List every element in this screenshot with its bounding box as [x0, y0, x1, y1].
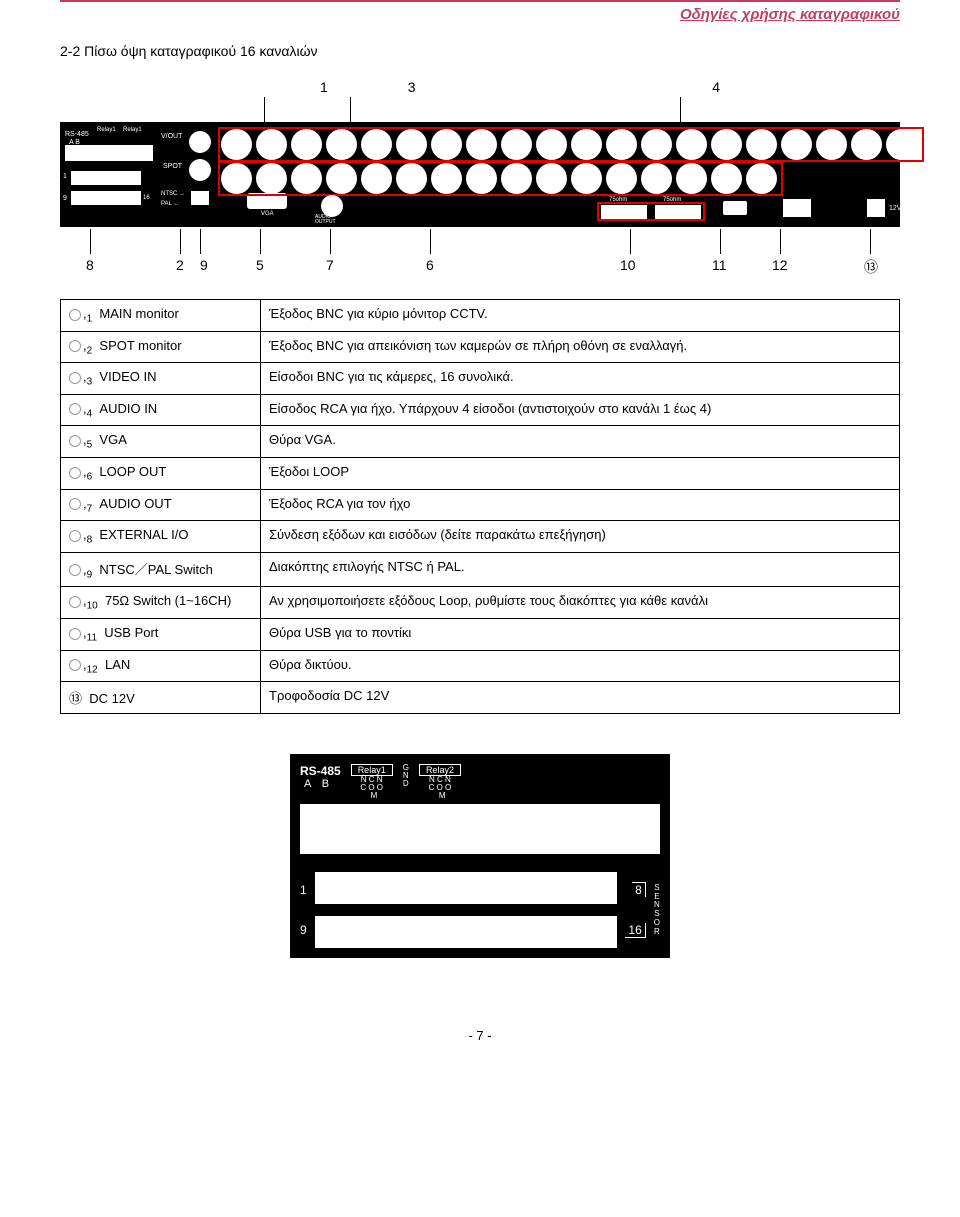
table-row: ,6 LOOP OUTΈξοδοι LOOP: [61, 457, 900, 489]
label-12v: 12V: [889, 205, 901, 212]
detail-rs485: RS-485: [300, 764, 341, 778]
row-label: ,6 LOOP OUT: [61, 457, 261, 489]
label-vout: V/OUT: [161, 133, 182, 140]
description-table: ,1 MAIN monitorΈξοδος BNC για κύριο μόνι…: [60, 299, 900, 714]
row-label: ,5 VGA: [61, 426, 261, 458]
table-row: ,7 AUDIO OUTΈξοδος RCA για τον ήχο: [61, 489, 900, 521]
table-row: ,8 EXTERNAL I/OΣύνδεση εξόδων και εισόδω…: [61, 521, 900, 553]
section-title: 2-2 Πίσω όψη καταγραφικού 16 καναλιών: [60, 43, 900, 59]
label-vga: VGA: [261, 211, 274, 217]
row-desc: Τροφοδοσία DC 12V: [261, 682, 900, 714]
bnc-vout: [189, 131, 211, 153]
table-row: ⑬ DC 12VΤροφοδοσία DC 12V: [61, 682, 900, 714]
dc-jack: [867, 199, 885, 217]
io-block-bot: [71, 191, 141, 205]
lan-port: [783, 199, 811, 217]
row-label: ⑬ DC 12V: [61, 682, 261, 714]
callout-8: 8: [86, 257, 94, 273]
bnc-spot: [189, 159, 211, 181]
detail-n1: 1: [300, 883, 307, 897]
table-row: ,10 75Ω Switch (1~16CH)Αν χρησιμοποιήσετ…: [61, 587, 900, 619]
callout-5: 5: [256, 257, 264, 273]
label-rs485: RS-485: [65, 131, 89, 138]
callout-10: 10: [620, 257, 636, 273]
row-desc: Είσοδοι BNC για τις κάμερες, 16 συνολικά…: [261, 363, 900, 395]
red-box-switches: [597, 202, 705, 221]
table-row: ,9 NTSC／PAL SwitchΔιακόπτης επιλογής NTS…: [61, 552, 900, 587]
row-label: ,10 75Ω Switch (1~16CH): [61, 587, 261, 619]
page-number: - 7 -: [60, 1028, 900, 1043]
detail-terminal-r1: [315, 872, 618, 904]
callout-11: 11: [712, 257, 727, 273]
io-block-top: [65, 145, 153, 161]
usb-port: [723, 201, 747, 215]
back-panel-figure: RS-485 A B Relay1 Relay1 1 9 16 V/OUT SP…: [60, 122, 900, 227]
row-desc: Έξοδοι LOOP: [261, 457, 900, 489]
label-relay1: Relay1: [97, 127, 116, 133]
row-desc: Αν χρησιμοποιήσετε εξόδους Loop, ρυθμίστ…: [261, 587, 900, 619]
callout-9b: 9: [200, 257, 208, 273]
table-row: ,3 VIDEO INΕίσοδοι BNC για τις κάμερες, …: [61, 363, 900, 395]
row-desc: Θύρα VGA.: [261, 426, 900, 458]
row-desc: Έξοδος BNC για απεικόνιση των καμερών σε…: [261, 331, 900, 363]
label-n16: 16: [143, 195, 150, 201]
label-pal: PAL ←: [161, 201, 179, 207]
row-label: ,4 AUDIO IN: [61, 394, 261, 426]
row-desc: Διακόπτης επιλογής NTSC ή PAL.: [261, 552, 900, 587]
table-row: ,1 MAIN monitorΈξοδος BNC για κύριο μόνι…: [61, 300, 900, 332]
detail-ab: A B: [300, 778, 341, 790]
label-audio-out: AUDIOOUTPUT: [315, 215, 336, 225]
io-block-mid: [71, 171, 141, 185]
table-row: ,4 AUDIO INΕίσοδος RCA για ήχο. Υπάρχουν…: [61, 394, 900, 426]
table-row: ,12 LANΘύρα δικτύου.: [61, 650, 900, 682]
label-relay2: Relay1: [123, 127, 142, 133]
table-row: ,11 USB PortΘύρα USB για το ποντίκι: [61, 618, 900, 650]
label-n9: 9: [63, 195, 67, 202]
bottom-callout-row: 8 2 9 5 7 6 10 11 12 ⑬: [60, 229, 900, 269]
callout-1: 1: [320, 79, 328, 95]
callout-12: 12: [772, 257, 788, 273]
callout-2b: 2: [176, 257, 184, 273]
row-desc: Έξοδος RCA για τον ήχο: [261, 489, 900, 521]
label-ntsc: NTSC →: [161, 191, 185, 197]
detail-n9: 9: [300, 923, 307, 937]
detail-n16: 16: [625, 923, 645, 938]
red-box-bottom: [218, 161, 783, 196]
detail-terminal-top: [300, 804, 660, 854]
row-desc: Σύνδεση εξόδων και εισόδων (δείτε παρακά…: [261, 521, 900, 553]
page-header-title: Οδηγίες χρήσης καταγραφικού: [60, 6, 900, 23]
callout-6: 6: [426, 257, 434, 273]
row-desc: Έξοδος BNC για κύριο μόνιτορ CCTV.: [261, 300, 900, 332]
row-label: ,7 AUDIO OUT: [61, 489, 261, 521]
row-label: ,3 VIDEO IN: [61, 363, 261, 395]
table-row: ,2 SPOT monitorΈξοδος BNC για απεικόνιση…: [61, 331, 900, 363]
callout-3: 3: [408, 79, 416, 95]
top-callout-row: 1 3 4: [60, 79, 900, 95]
row-label: ,11 USB Port: [61, 618, 261, 650]
row-label: ,12 LAN: [61, 650, 261, 682]
row-label: ,9 NTSC／PAL Switch: [61, 552, 261, 587]
row-label: ,8 EXTERNAL I/O: [61, 521, 261, 553]
row-desc: Είσοδος RCA για ήχο. Υπάρχουν 4 είσοδοι …: [261, 394, 900, 426]
row-label: ,1 MAIN monitor: [61, 300, 261, 332]
callout-7: 7: [326, 257, 334, 273]
detail-terminal-r2: [315, 916, 618, 948]
row-label: ,2 SPOT monitor: [61, 331, 261, 363]
callout-13: ⑬: [864, 257, 878, 277]
table-row: ,5 VGAΘύρα VGA.: [61, 426, 900, 458]
row-desc: Θύρα USB για το ποντίκι: [261, 618, 900, 650]
label-n1: 1: [63, 173, 67, 180]
top-callout-lines: [60, 97, 900, 122]
callout-4: 4: [712, 79, 720, 95]
io-detail-panel: RS-485 A B Relay1 N C NC O O M GND Relay…: [290, 754, 670, 958]
row-desc: Θύρα δικτύου.: [261, 650, 900, 682]
detail-n8: 8: [632, 882, 646, 897]
switch-ntscpal: [191, 191, 209, 205]
red-box-top: [218, 127, 924, 162]
label-spot: SPOT: [163, 163, 182, 170]
